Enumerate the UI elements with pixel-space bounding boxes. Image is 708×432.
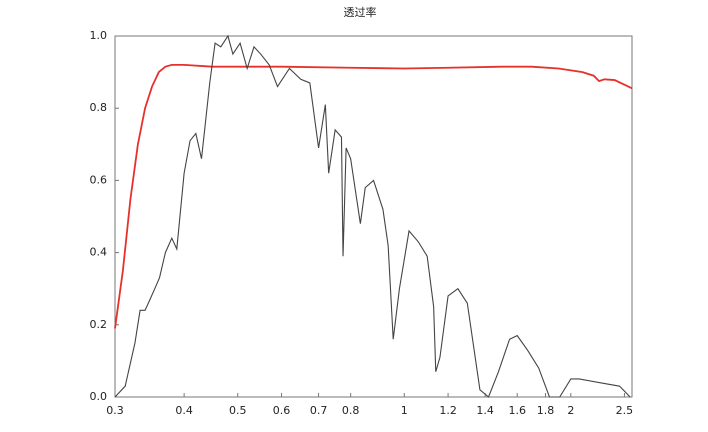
x-tick-label: 0.8: [342, 404, 360, 417]
x-tick-label: 0.3: [106, 404, 124, 417]
x-tick-label: 2.5: [616, 404, 634, 417]
y-tick-label: 0.6: [90, 173, 108, 186]
x-tick-label: 0.6: [273, 404, 291, 417]
y-tick-label: 0.2: [90, 318, 108, 331]
x-tick-label: 1.4: [476, 404, 494, 417]
x-tick-label: 2: [567, 404, 574, 417]
y-tick-label: 1.0: [90, 29, 108, 42]
x-tick-label: 1: [401, 404, 408, 417]
x-tick-label: 0.4: [175, 404, 193, 417]
x-tick-label: 0.5: [229, 404, 247, 417]
y-tick-label: 0.8: [90, 101, 108, 114]
chart-title: 透过率: [344, 5, 377, 19]
x-tick-label: 1.2: [439, 404, 457, 417]
x-tick-label: 0.7: [310, 404, 328, 417]
line-series: [114, 34, 631, 398]
x-tick-label: 1.6: [508, 404, 526, 417]
x-tick-label: 1.8: [537, 404, 555, 417]
line-series: [114, 63, 633, 329]
plot-frame: [114, 35, 633, 398]
y-tick-label: 0.0: [90, 390, 108, 403]
y-tick-label: 0.4: [90, 246, 108, 259]
